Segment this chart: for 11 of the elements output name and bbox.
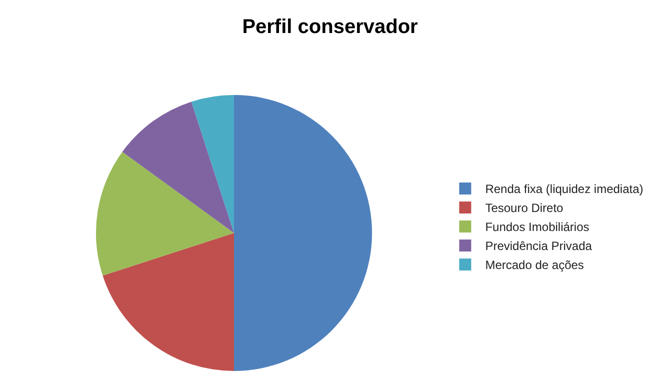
legend-label: Fundos Imobiliários [485, 220, 590, 234]
pie-slice [191, 94, 234, 233]
legend-label: Mercado de ações [485, 258, 584, 272]
pie-slice [96, 152, 234, 276]
chart-title: Perfil conservador [242, 16, 418, 38]
pie-slice [234, 94, 372, 371]
legend-label: Tesouro Direto [485, 201, 564, 216]
pie-slice [102, 232, 234, 371]
pie-slice [122, 102, 234, 233]
legend-label: Renda fixa (liquidez imediata) [485, 182, 644, 196]
legend-label: Previdência Privada [485, 239, 592, 254]
